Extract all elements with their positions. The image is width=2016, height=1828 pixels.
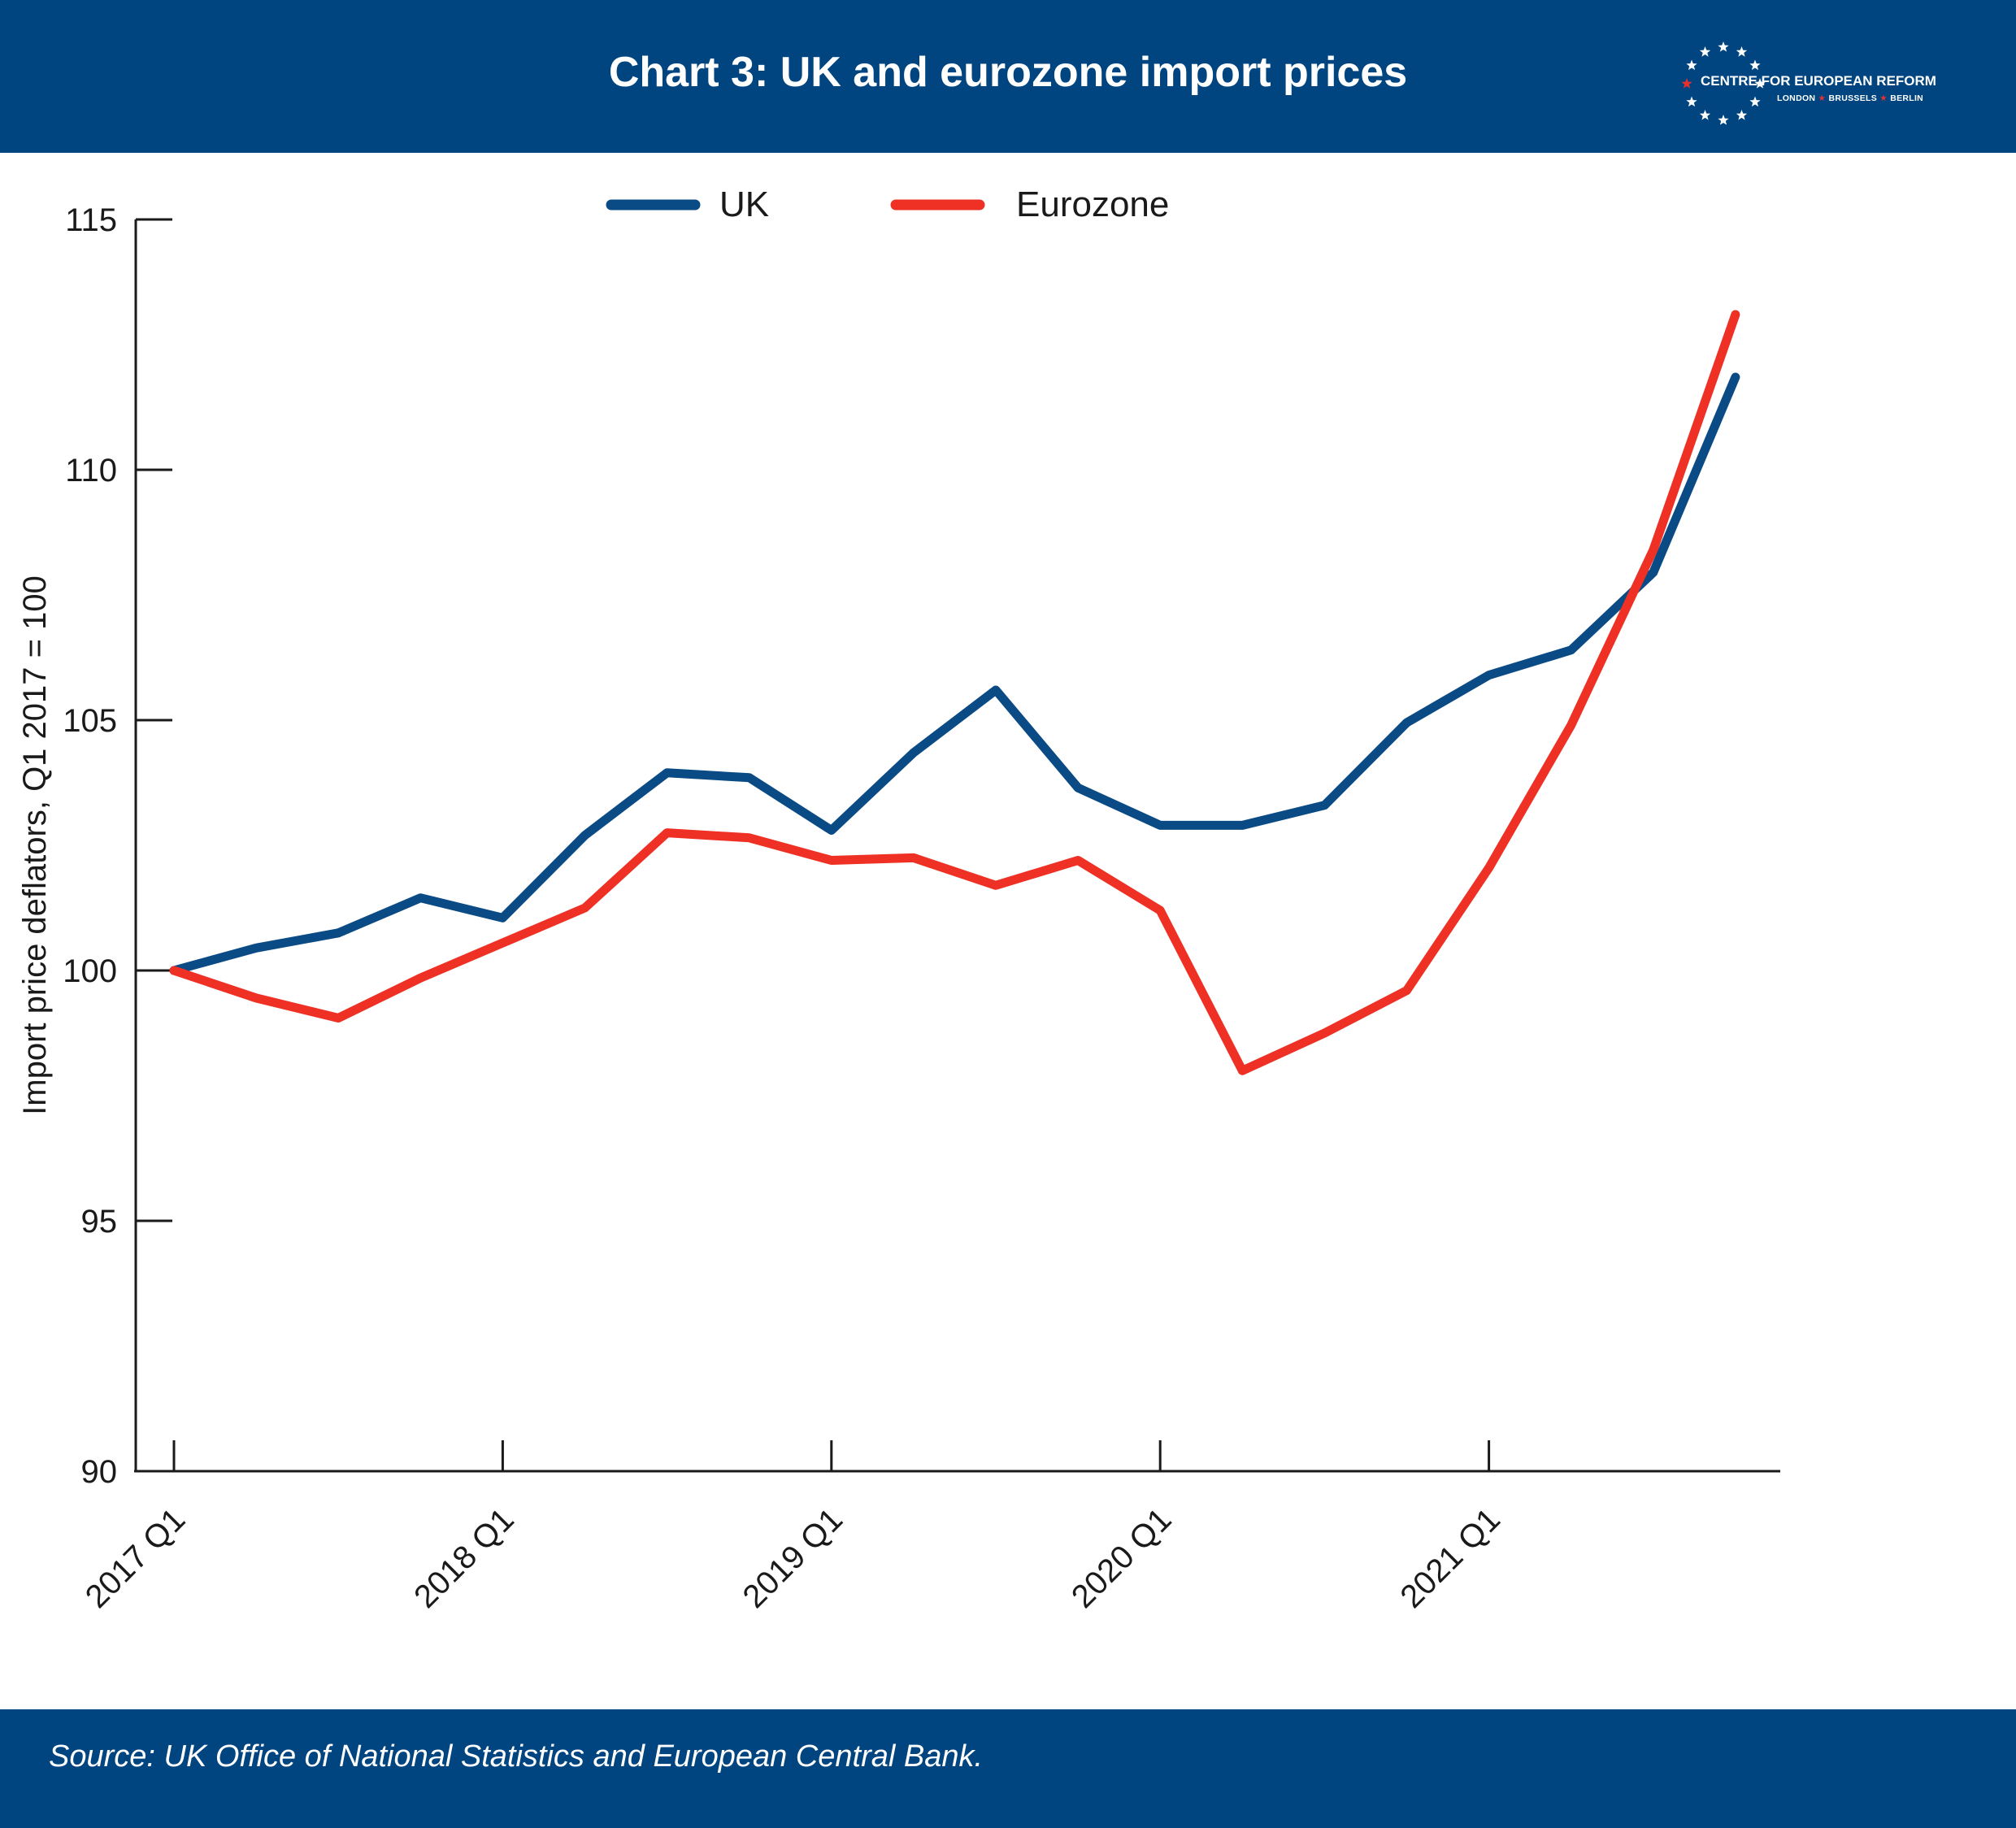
axes [134, 219, 1780, 1473]
logo-city-london: LONDON [1777, 93, 1816, 103]
y-tick-label: 90 [81, 1454, 118, 1490]
y-axis-label: Import price deflators, Q1 2017 = 100 [17, 575, 53, 1115]
x-tick-label: 2019 Q1 [736, 1501, 850, 1615]
logo-star-icon [1736, 109, 1748, 120]
y-tick-label: 105 [63, 703, 117, 739]
y-tick-label: 100 [63, 953, 117, 989]
separator-star-icon: ★ [1818, 93, 1827, 103]
logo-star-icon [1686, 59, 1697, 71]
logo-star-icon [1749, 96, 1761, 107]
header-bar [0, 0, 2016, 153]
logo-city-brussels: BRUSSELS [1828, 93, 1878, 103]
x-tick-label: 2020 Q1 [1065, 1501, 1179, 1615]
y-tick-label: 110 [65, 453, 117, 488]
source-note: Source: UK Office of National Statistics… [49, 1739, 984, 1774]
logo-star-icon [1686, 96, 1697, 107]
y-tick-label: 95 [81, 1204, 118, 1240]
logo-star-icon [1736, 46, 1748, 57]
series-line-uk [169, 372, 1740, 975]
separator-star-icon: ★ [1879, 93, 1888, 103]
cer-logo-stars [1681, 41, 1766, 125]
y-tick-label: 115 [65, 202, 117, 238]
y-ticks: 90 95 100 105 110 115 [63, 202, 172, 1490]
footer-bar [0, 1709, 2016, 1828]
legend-label-uk: UK [719, 185, 769, 224]
legend-label-eurozone: Eurozone [1016, 185, 1169, 224]
logo-star-icon [1699, 46, 1711, 57]
logo-star-icon [1749, 59, 1761, 71]
logo-star-icon [1754, 78, 1766, 89]
series-line-eurozone [169, 310, 1740, 1075]
logo-cities: LONDON ★ BRUSSELS ★ BERLIN [1777, 93, 1923, 103]
x-tick-label: 2018 Q1 [407, 1501, 521, 1615]
x-ticks: 2017 Q1 2018 Q1 2019 Q1 2020 Q1 2021 Q1 [79, 1440, 1507, 1615]
x-tick-label: 2017 Q1 [79, 1501, 193, 1615]
logo-star-icon [1681, 78, 1692, 89]
series-lines [169, 310, 1740, 1075]
x-tick-label: 2021 Q1 [1393, 1501, 1507, 1615]
logo-star-icon [1718, 41, 1729, 52]
logo-star-icon [1718, 115, 1729, 125]
logo-name: CENTRE FOR EUROPEAN REFORM [1701, 73, 1936, 89]
logo-city-berlin: BERLIN [1890, 93, 1924, 103]
chart-title: Chart 3: UK and eurozone import prices [608, 49, 1408, 96]
logo-star-icon [1699, 109, 1711, 120]
legend: UK Eurozone [606, 185, 1169, 224]
